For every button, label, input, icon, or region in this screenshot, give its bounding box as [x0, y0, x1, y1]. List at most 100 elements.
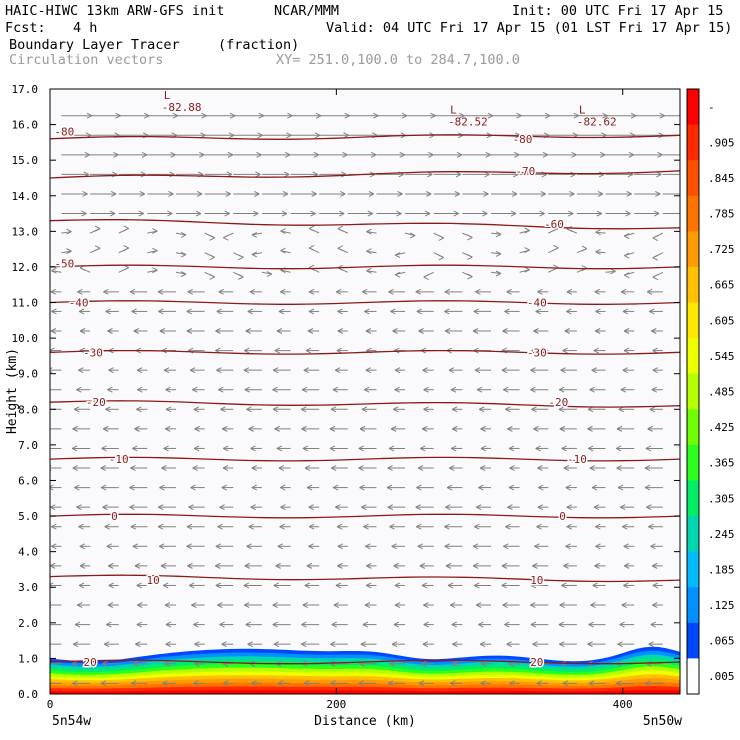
- vector-head: [416, 484, 422, 491]
- vector-head: [314, 132, 321, 139]
- vector-head: [423, 621, 429, 628]
- model-title: HAIC-HIWC 13km ARW-GFS init: [5, 3, 225, 19]
- vector-head: [133, 328, 139, 334]
- vector-head: [186, 308, 192, 315]
- colorbar-label: .545: [708, 350, 735, 363]
- vector-head: [276, 328, 283, 334]
- vector-head: [387, 680, 394, 687]
- vector-head: [652, 602, 658, 608]
- vector-head: [129, 504, 135, 511]
- vector-head: [152, 228, 158, 235]
- vector-head: [108, 582, 114, 589]
- vector-head: [302, 445, 309, 452]
- vector-head: [587, 445, 594, 452]
- vector-head: [394, 582, 401, 589]
- vector-head: [256, 151, 262, 158]
- vector-head: [278, 465, 285, 471]
- vector-head: [190, 484, 196, 491]
- colorbar-label: .125: [708, 599, 735, 612]
- vector-head: [266, 271, 273, 278]
- vector-head: [587, 425, 593, 432]
- vector-head: [588, 621, 594, 628]
- vector-head: [163, 445, 169, 452]
- vector-head: [139, 191, 146, 197]
- tracer-band: [50, 690, 680, 694]
- vector-head: [193, 621, 199, 628]
- vector-head: [446, 484, 453, 491]
- vector-head: [303, 367, 310, 374]
- vector-head: [215, 543, 222, 550]
- vector-head: [188, 504, 194, 511]
- colorbar-label: .245: [708, 528, 735, 541]
- colorbar-label: .305: [708, 492, 735, 505]
- plot-area: [50, 89, 680, 694]
- vector-head: [623, 582, 629, 589]
- vector-head: [101, 445, 107, 452]
- vector-head: [510, 210, 517, 217]
- vector-head: [163, 367, 170, 374]
- vector-head: [423, 274, 429, 281]
- vector-head: [274, 347, 281, 354]
- y-tick-label: 12.0: [12, 261, 39, 274]
- vector-head: [599, 151, 606, 158]
- vector-head: [652, 367, 658, 374]
- vector-head: [165, 386, 171, 393]
- vector-head: [157, 504, 164, 511]
- vector-head: [189, 367, 196, 374]
- vector-head: [495, 250, 502, 257]
- vector-head: [390, 308, 396, 315]
- vector-head: [595, 248, 601, 255]
- vector-head: [366, 562, 372, 569]
- vector-head: [617, 641, 623, 648]
- vector-head: [397, 191, 403, 197]
- y-tick-label: 17.0: [12, 83, 39, 96]
- vector-head: [74, 484, 80, 491]
- vector-head: [366, 267, 372, 274]
- vector-head: [495, 270, 502, 277]
- vector-head: [648, 523, 654, 530]
- contour-line: [50, 456, 680, 462]
- vector-head: [617, 484, 624, 491]
- vector-head: [137, 602, 143, 608]
- vector-head: [273, 582, 279, 589]
- colorbar-swatch: [687, 160, 699, 197]
- vector-head: [644, 680, 651, 687]
- vector-head: [165, 425, 171, 432]
- vector-head: [219, 621, 225, 628]
- vector-head: [329, 445, 336, 452]
- vector-head: [107, 602, 114, 608]
- vector-head: [72, 680, 78, 687]
- vector-head: [561, 445, 567, 452]
- vector-head: [422, 367, 428, 374]
- low-marker: L: [450, 103, 457, 116]
- vector-head: [110, 191, 117, 197]
- plot-frame: [49, 88, 681, 695]
- vector-head: [278, 308, 285, 315]
- colorbar-label: .665: [708, 279, 735, 292]
- colorbar-swatch: [687, 338, 699, 375]
- vector-head: [501, 582, 507, 589]
- vector-head: [534, 543, 540, 550]
- contour-label: -80: [54, 126, 74, 139]
- vector-head: [364, 308, 370, 315]
- vector-head: [423, 406, 429, 413]
- vector-head: [308, 308, 315, 315]
- vector-head: [503, 543, 509, 550]
- vector-head: [616, 680, 622, 687]
- vector-head: [447, 582, 454, 589]
- vector-head: [366, 228, 372, 235]
- vector-head: [394, 367, 401, 374]
- vector-head: [44, 661, 49, 666]
- vector-head: [450, 445, 457, 452]
- vector-head: [566, 523, 572, 530]
- vector-head: [279, 523, 285, 530]
- x-tick-label: 0: [47, 698, 54, 711]
- vector-head: [536, 523, 542, 530]
- vector-head: [330, 406, 337, 413]
- vector-head: [562, 680, 569, 687]
- wind-vector: [605, 270, 616, 273]
- y-tick-label: 11.0: [12, 297, 39, 310]
- colorbar-label: .905: [708, 136, 735, 149]
- vector-head: [482, 210, 488, 217]
- vector-head: [334, 367, 341, 374]
